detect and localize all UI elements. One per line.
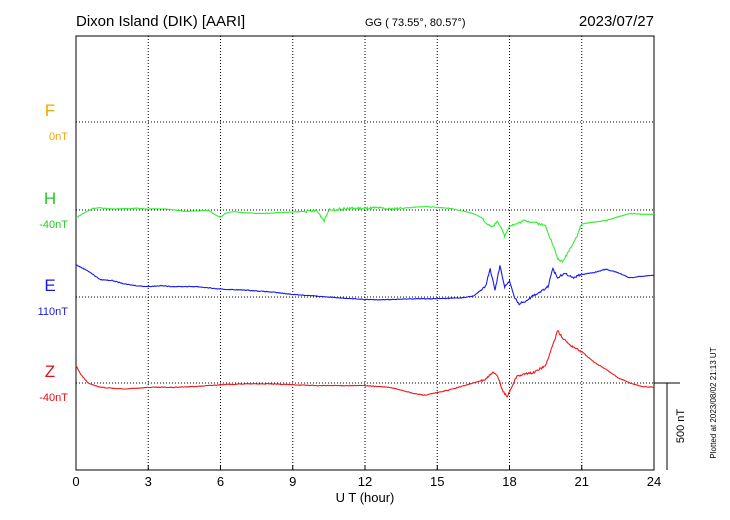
x-tick-label: 24 — [647, 474, 661, 489]
date-label: 2023/07/27 — [579, 13, 654, 30]
series-layer — [75, 205, 655, 398]
series-name-e: E — [44, 276, 55, 295]
series-name-f: F — [45, 101, 55, 120]
series-baseline-f: 0nT — [49, 131, 68, 143]
coordinates-label: GG ( 73.55°, 80.57°) — [365, 17, 466, 29]
series-baseline-h: -40nT — [39, 219, 68, 231]
series-baseline-z: -40nT — [39, 392, 68, 404]
grid-layer — [76, 36, 654, 470]
x-tick-label: 12 — [358, 474, 372, 489]
station-title: Dixon Island (DIK) [AARI] — [76, 13, 245, 30]
series-labels-layer: F 0nT H -40nT E 110nT Z -40nT — [38, 101, 69, 404]
x-tick-label: 9 — [289, 474, 296, 489]
x-axis-label: U T (hour) — [336, 490, 395, 505]
x-tick-label: 0 — [72, 474, 79, 489]
series-baseline-e: 110nT — [38, 306, 69, 318]
x-tick-label: 6 — [217, 474, 224, 489]
series-line-h — [75, 205, 655, 264]
x-tick-label: 21 — [575, 474, 589, 489]
x-tick-label: 3 — [145, 474, 152, 489]
series-name-z: Z — [45, 362, 55, 381]
series-line-z — [75, 330, 654, 398]
series-line-e — [75, 264, 655, 306]
series-name-h: H — [44, 189, 56, 208]
x-tick-label: 18 — [502, 474, 516, 489]
scale-bar-label: 500 nT — [675, 409, 687, 444]
x-tick-label: 15 — [430, 474, 444, 489]
scale-bar: 500 nT — [654, 382, 687, 470]
x-axis-ticks: 0 3 6 9 12 15 18 21 24 — [72, 465, 661, 489]
plotted-timestamp: Plotted at 2023/08/02 21:13 UT — [709, 347, 718, 458]
